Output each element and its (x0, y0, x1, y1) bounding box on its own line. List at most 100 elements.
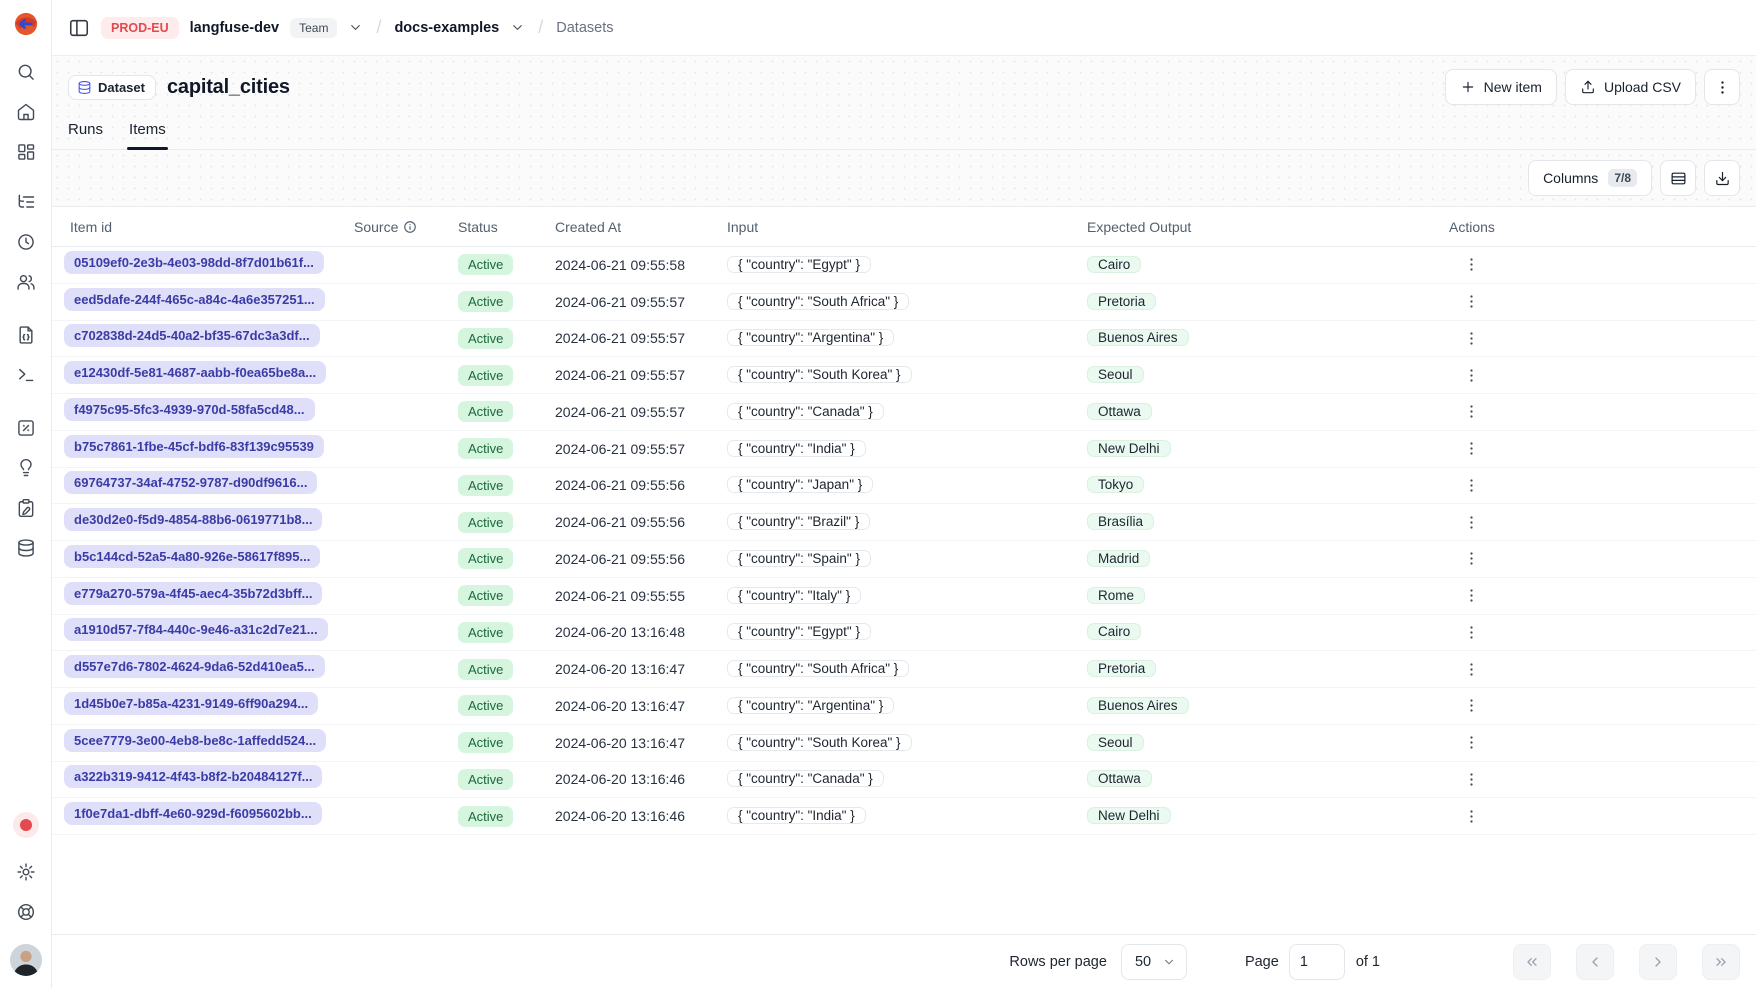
item-id-badge[interactable]: c702838d-24d5-40a2-bf35-67dc3a3df... (64, 324, 320, 348)
expected-output-cell[interactable]: New Delhi (1087, 439, 1171, 457)
expected-output-cell[interactable]: Cairo (1087, 623, 1142, 641)
input-cell[interactable]: { "country": "Spain" } (727, 549, 871, 567)
input-cell[interactable]: { "country": "Italy" } (727, 586, 862, 604)
previous-page-button[interactable] (1576, 943, 1614, 980)
insights-lightbulb-icon[interactable] (6, 448, 46, 488)
input-cell[interactable]: { "country": "Egypt" } (727, 255, 871, 273)
input-cell[interactable]: { "country": "Egypt" } (727, 623, 871, 641)
expected-output-cell[interactable]: Seoul (1087, 366, 1144, 384)
item-id-badge[interactable]: e12430df-5e81-4687-aabb-f0ea65be8a... (64, 361, 327, 385)
last-page-button[interactable] (1702, 943, 1740, 980)
sidebar-toggle-icon[interactable] (68, 17, 90, 39)
row-actions-kebab-icon[interactable] (1457, 251, 1485, 279)
row-actions-kebab-icon[interactable] (1457, 324, 1485, 352)
item-id-badge[interactable]: de30d2e0-f5d9-4854-88b6-0619771b8... (64, 508, 323, 532)
item-id-badge[interactable]: eed5dafe-244f-465c-a84c-4a6e357251... (64, 287, 325, 311)
expected-output-cell[interactable]: Brasília (1087, 513, 1155, 531)
expected-output-cell[interactable]: Tokyo (1087, 476, 1145, 494)
expected-output-cell[interactable]: Seoul (1087, 733, 1144, 751)
settings-gear-icon[interactable] (6, 852, 46, 892)
item-id-badge[interactable]: b5c144cd-52a5-4a80-926e-58617f895... (64, 544, 321, 568)
row-actions-kebab-icon[interactable] (1457, 582, 1485, 610)
expected-output-cell[interactable]: Buenos Aires (1087, 696, 1189, 714)
dashboard-icon[interactable] (6, 132, 46, 172)
input-cell[interactable]: { "country": "India" } (727, 807, 866, 825)
expected-output-cell[interactable]: Rome (1087, 586, 1146, 604)
datasets-database-icon[interactable] (6, 528, 46, 568)
export-download-button[interactable] (1704, 160, 1740, 196)
tab-items[interactable]: Items (127, 121, 168, 150)
org-switcher-chevron-icon[interactable] (348, 20, 363, 35)
project-switcher-chevron-icon[interactable] (510, 20, 525, 35)
input-cell[interactable]: { "country": "Brazil" } (727, 513, 871, 531)
breadcrumb-org[interactable]: langfuse-dev (189, 19, 280, 36)
item-id-badge[interactable]: 1d45b0e7-b85a-4231-9149-6ff90a294... (64, 691, 319, 715)
expected-output-cell[interactable]: Ottawa (1087, 402, 1152, 420)
item-id-badge[interactable]: d557e7d6-7802-4624-9da6-52d410ea5... (64, 655, 325, 679)
item-id-badge[interactable]: 05109ef0-2e3b-4e03-98dd-8f7d01b61f... (64, 250, 324, 274)
breadcrumb-project[interactable]: docs-examples (394, 19, 500, 36)
row-actions-kebab-icon[interactable] (1457, 802, 1485, 830)
upload-csv-button[interactable]: Upload CSV (1564, 69, 1696, 105)
search-icon[interactable] (6, 52, 46, 92)
input-cell[interactable]: { "country": "Argentina" } (727, 329, 895, 347)
user-avatar[interactable] (9, 944, 42, 976)
new-item-button[interactable]: New item (1444, 69, 1557, 105)
support-lifebuoy-icon[interactable] (6, 892, 46, 932)
expected-output-cell[interactable]: Madrid (1087, 549, 1151, 567)
tab-runs[interactable]: Runs (68, 121, 104, 138)
input-cell[interactable]: { "country": "Canada" } (727, 402, 884, 420)
input-cell[interactable]: { "country": "Japan" } (727, 476, 874, 494)
expected-output-cell[interactable]: Buenos Aires (1087, 329, 1189, 347)
playground-terminal-icon[interactable] (6, 355, 46, 395)
item-id-badge[interactable]: b75c7861-1fbe-45cf-bdf6-83f139c95539 (64, 434, 324, 458)
row-actions-kebab-icon[interactable] (1457, 508, 1485, 536)
input-cell[interactable]: { "country": "South Korea" } (727, 733, 912, 751)
row-actions-kebab-icon[interactable] (1457, 545, 1485, 573)
info-icon[interactable] (403, 220, 417, 234)
expected-output-cell[interactable]: Ottawa (1087, 770, 1152, 788)
item-id-badge[interactable]: 1f0e7da1-dbff-4e60-929d-f6095602bb... (64, 802, 322, 826)
input-cell[interactable]: { "country": "South Korea" } (727, 366, 912, 384)
expected-output-cell[interactable]: New Delhi (1087, 807, 1171, 825)
expected-output-cell[interactable]: Cairo (1087, 255, 1142, 273)
row-actions-kebab-icon[interactable] (1457, 765, 1485, 793)
first-page-button[interactable] (1513, 943, 1551, 980)
item-id-badge[interactable]: a1910d57-7f84-440c-9e46-a31c2d7e21... (64, 618, 328, 642)
rows-per-page-select[interactable]: 50 (1120, 943, 1187, 980)
columns-button[interactable]: Columns 7/8 (1528, 160, 1652, 196)
expected-output-cell[interactable]: Pretoria (1087, 660, 1157, 678)
users-icon[interactable] (6, 262, 46, 302)
recording-indicator[interactable] (12, 812, 39, 838)
input-cell[interactable]: { "country": "India" } (727, 439, 866, 457)
row-actions-kebab-icon[interactable] (1457, 655, 1485, 683)
row-actions-kebab-icon[interactable] (1457, 729, 1485, 757)
home-icon[interactable] (6, 92, 46, 132)
input-cell[interactable]: { "country": "South Africa" } (727, 292, 910, 310)
item-id-badge[interactable]: 5cee7779-3e00-4eb8-be8c-1affedd524... (64, 728, 327, 752)
item-id-badge[interactable]: 69764737-34af-4752-9787-d90df9616... (64, 471, 318, 495)
evaluation-percent-icon[interactable] (6, 408, 46, 448)
item-id-badge[interactable]: f4975c95-5fc3-4939-970d-58fa5cd48... (64, 397, 315, 421)
next-page-button[interactable] (1639, 943, 1677, 980)
row-actions-kebab-icon[interactable] (1457, 435, 1485, 463)
breadcrumb-section[interactable]: Datasets (556, 19, 614, 36)
row-actions-kebab-icon[interactable] (1457, 288, 1485, 316)
input-cell[interactable]: { "country": "Canada" } (727, 770, 884, 788)
item-id-badge[interactable]: a322b319-9412-4f43-b8f2-b20484127f... (64, 765, 323, 789)
row-actions-kebab-icon[interactable] (1457, 471, 1485, 499)
langfuse-logo[interactable] (12, 10, 40, 38)
annotation-queues-icon[interactable] (6, 488, 46, 528)
expected-output-cell[interactable]: Pretoria (1087, 292, 1157, 310)
prompts-icon[interactable] (6, 315, 46, 355)
row-actions-kebab-icon[interactable] (1457, 361, 1485, 389)
sessions-clock-icon[interactable] (6, 222, 46, 262)
input-cell[interactable]: { "country": "Argentina" } (727, 696, 895, 714)
row-actions-kebab-icon[interactable] (1457, 692, 1485, 720)
row-actions-kebab-icon[interactable] (1457, 618, 1485, 646)
row-actions-kebab-icon[interactable] (1457, 398, 1485, 426)
row-height-button[interactable] (1660, 160, 1696, 196)
dataset-more-actions-button[interactable] (1704, 69, 1740, 105)
tracing-icon[interactable] (6, 182, 46, 222)
page-number-input[interactable] (1288, 943, 1345, 980)
